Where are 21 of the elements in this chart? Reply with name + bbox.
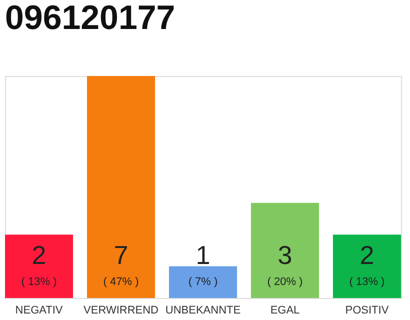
annotation: ( 13% ) <box>21 276 57 288</box>
annotation: ( 13% ) <box>349 276 385 288</box>
x-tick-label: POSITIV <box>345 304 390 316</box>
bar <box>250 202 320 298</box>
bar <box>168 266 238 298</box>
data-label: 3 <box>278 240 292 270</box>
annotation: ( 7% ) <box>188 276 218 288</box>
bar <box>5 234 74 298</box>
annotation: ( 20% ) <box>267 276 303 288</box>
bar <box>86 76 156 298</box>
chart-title: 096120177 <box>5 0 176 37</box>
data-label: 7 <box>114 240 128 270</box>
data-label: 2 <box>360 240 374 270</box>
annotation: ( 47% ) <box>103 276 139 288</box>
bar <box>332 234 401 298</box>
x-tick-label: EGAL <box>270 304 300 316</box>
x-tick-label: UNBEKANNTE <box>165 304 241 316</box>
data-label: 2 <box>32 240 46 270</box>
x-tick-label: VERWIRREND <box>84 304 159 316</box>
data-label: 1 <box>196 240 210 270</box>
x-tick-label: NEGATIV <box>15 304 64 316</box>
